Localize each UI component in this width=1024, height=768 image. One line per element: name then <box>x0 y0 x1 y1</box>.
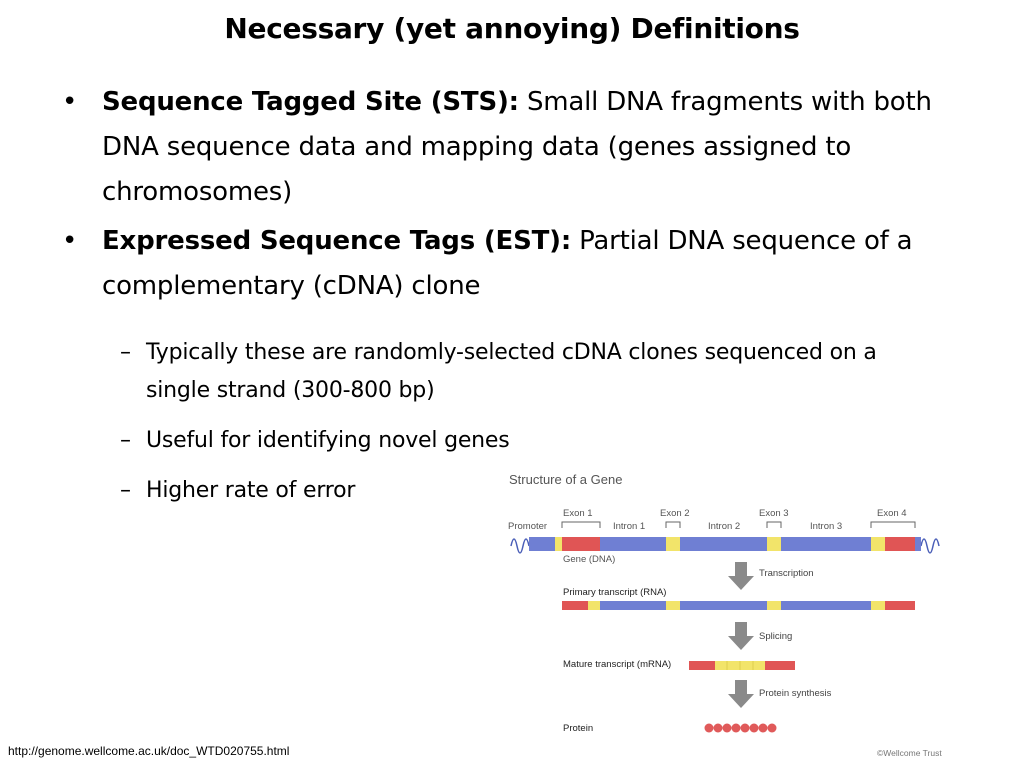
gene-exon1 <box>562 537 600 551</box>
promoter-label: Promoter <box>508 521 547 532</box>
primary-exon3 <box>767 601 781 610</box>
protein-label: Protein <box>563 723 593 734</box>
sub-bullet-text: Typically these are randomly-selected cD… <box>146 340 877 403</box>
protein-bead <box>713 723 723 733</box>
sub-bullet-text: Higher rate of error <box>146 478 356 503</box>
primary-exon4-utr <box>885 601 915 610</box>
transcription-label: Transcription <box>759 568 814 579</box>
sub-bullet-marker: – <box>120 478 131 503</box>
exon4-bracket <box>870 521 916 528</box>
protein-bead <box>731 723 741 733</box>
bullet-term-sts: Sequence Tagged Site (STS): <box>102 87 519 117</box>
protein-bead <box>740 723 750 733</box>
bullet-marker: • <box>62 87 78 117</box>
protein-beads <box>704 723 777 733</box>
sub-bullet-novel-genes: – Useful for identifying novel genes <box>120 422 880 460</box>
intron3-label: Intron 3 <box>810 521 842 532</box>
protein-synthesis-arrow-icon <box>728 680 754 708</box>
gene-structure-figure: Structure of a Gene Exon 1 Exon 2 Exon 3… <box>505 466 955 766</box>
protein-bead <box>722 723 732 733</box>
bullet-sts: • Sequence Tagged Site (STS): Small DNA … <box>62 80 942 215</box>
primary-exon1-coding <box>588 601 600 610</box>
gene-exon3 <box>767 537 781 551</box>
sub-bullet-marker: – <box>120 428 131 453</box>
gene-exon2 <box>666 537 680 551</box>
gene-dna-bar <box>529 537 921 551</box>
primary-transcript-label: Primary transcript (RNA) <box>563 587 666 598</box>
intron2-label: Intron 2 <box>708 521 740 532</box>
dna-helix-right-icon <box>920 538 940 554</box>
mature-transcript-label: Mature transcript (mRNA) <box>563 659 671 670</box>
gene-utr-left <box>555 537 562 551</box>
exon3-bracket <box>766 521 782 528</box>
slide-title: Necessary (yet annoying) Definitions <box>224 12 800 45</box>
figure-credit: ©Wellcome Trust <box>877 748 942 758</box>
bullet-est: • Expressed Sequence Tags (EST): Partial… <box>62 219 942 309</box>
protein-synthesis-label: Protein synthesis <box>759 688 832 699</box>
splicing-arrow-icon <box>728 622 754 650</box>
splicing-label: Splicing <box>759 631 792 642</box>
gene-dna-label: Gene (DNA) <box>563 554 615 565</box>
protein-bead <box>767 723 777 733</box>
protein-bead <box>704 723 714 733</box>
figure-title: Structure of a Gene <box>509 472 622 487</box>
transcription-arrow-icon <box>728 562 754 590</box>
exon3-label: Exon 3 <box>759 508 789 519</box>
sub-bullet-text: Useful for identifying novel genes <box>146 428 510 453</box>
gene-exon4-utr <box>885 537 915 551</box>
sub-bullet-list: – Typically these are randomly-selected … <box>120 334 880 522</box>
primary-exon1 <box>562 601 588 610</box>
source-url: http://genome.wellcome.ac.uk/doc_WTD0207… <box>8 744 290 758</box>
bullet-text-sts: Small DNA fragments with both DNA sequen… <box>102 87 932 207</box>
exon2-bracket <box>665 521 681 528</box>
protein-bead <box>749 723 759 733</box>
protein-bead <box>758 723 768 733</box>
primary-transcript-bar <box>562 601 915 610</box>
exon1-bracket <box>561 521 601 528</box>
bullet-term-est: Expressed Sequence Tags (EST): <box>102 226 572 256</box>
primary-exon4-coding <box>871 601 885 610</box>
sub-bullet-marker: – <box>120 340 131 365</box>
primary-exon2 <box>666 601 680 610</box>
sub-bullet-error-rate: – Higher rate of error <box>120 472 880 510</box>
gene-structure-diagram: Structure of a Gene Exon 1 Exon 2 Exon 3… <box>508 472 942 758</box>
gene-exon4-coding <box>871 537 885 551</box>
sub-bullet-random-clones: – Typically these are randomly-selected … <box>120 334 880 410</box>
exon2-label: Exon 2 <box>660 508 690 519</box>
exon4-label: Exon 4 <box>877 508 907 519</box>
bullet-marker: • <box>62 226 78 256</box>
bullet-text-est: Partial DNA sequence of a complementary … <box>102 226 913 301</box>
bullet-list: • Sequence Tagged Site (STS): Small DNA … <box>62 80 942 313</box>
intron1-label: Intron 1 <box>613 521 645 532</box>
dna-helix-left-icon <box>510 538 530 554</box>
exon1-label: Exon 1 <box>563 508 593 519</box>
